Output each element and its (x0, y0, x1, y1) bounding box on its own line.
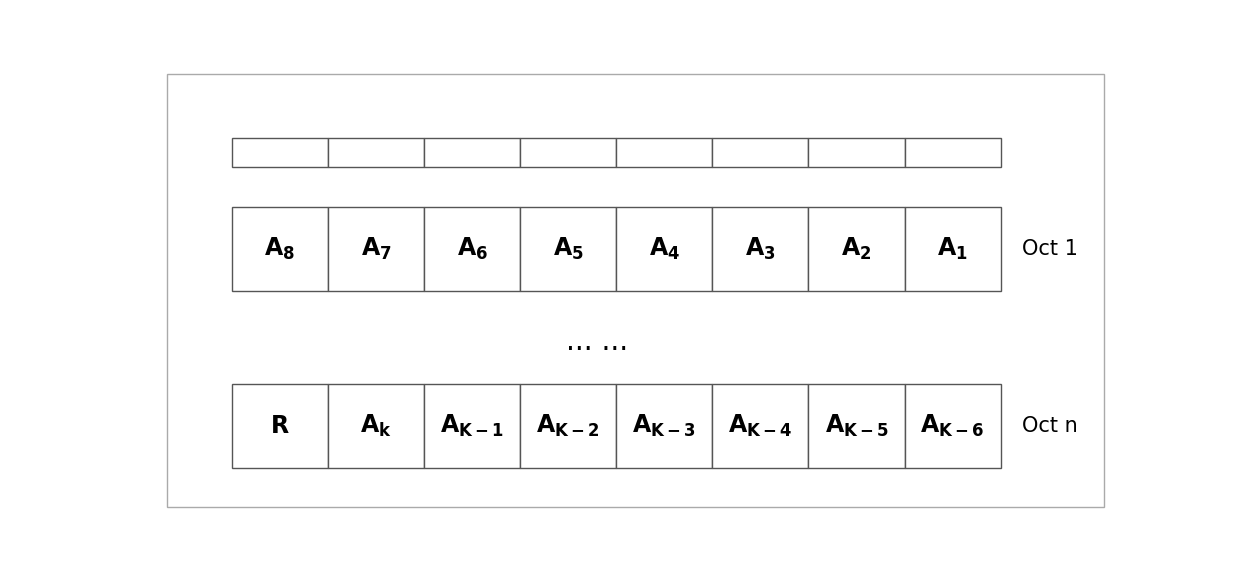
Bar (521, 138, 616, 166)
Text: $\mathbf{R}$: $\mathbf{R}$ (270, 414, 290, 438)
Bar (232, 384, 327, 468)
Bar (616, 138, 712, 166)
Bar (616, 207, 712, 291)
Text: $\mathbf{A_k}$: $\mathbf{A_k}$ (360, 413, 392, 439)
Text: $\mathbf{A_{1}}$: $\mathbf{A_{1}}$ (937, 236, 968, 262)
Text: $\mathbf{A_{{K-4}}}$: $\mathbf{A_{{K-4}}}$ (728, 413, 792, 439)
Text: $\mathbf{A_{{K-3}}}$: $\mathbf{A_{{K-3}}}$ (632, 413, 696, 439)
Bar (424, 207, 521, 291)
Text: $\mathbf{A_{2}}$: $\mathbf{A_{2}}$ (841, 236, 872, 262)
Text: $\mathbf{A_{3}}$: $\mathbf{A_{3}}$ (745, 236, 776, 262)
Text: $\mathbf{A_{6}}$: $\mathbf{A_{6}}$ (456, 236, 487, 262)
Bar (712, 207, 808, 291)
Text: Oct 1: Oct 1 (1022, 238, 1078, 259)
Bar (327, 207, 424, 291)
Bar (808, 207, 905, 291)
Bar (616, 384, 712, 468)
Bar (808, 384, 905, 468)
Bar (424, 138, 521, 166)
Text: $\mathbf{A_{{K-2}}}$: $\mathbf{A_{{K-2}}}$ (537, 413, 600, 439)
Bar (712, 138, 808, 166)
Text: $\mathbf{A_{4}}$: $\mathbf{A_{4}}$ (649, 236, 680, 262)
Bar (712, 384, 808, 468)
Bar (905, 138, 1001, 166)
Bar (232, 138, 327, 166)
Text: Oct n: Oct n (1022, 416, 1078, 436)
Text: $\mathbf{A_{8}}$: $\mathbf{A_{8}}$ (264, 236, 295, 262)
Bar (521, 384, 616, 468)
Bar (327, 138, 424, 166)
Text: $\mathbf{A_{{K-6}}}$: $\mathbf{A_{{K-6}}}$ (920, 413, 985, 439)
Bar (521, 207, 616, 291)
Text: $\mathbf{A_{{K-1}}}$: $\mathbf{A_{{K-1}}}$ (440, 413, 505, 439)
Bar (424, 384, 521, 468)
Text: $\mathbf{A_{{K-5}}}$: $\mathbf{A_{{K-5}}}$ (825, 413, 889, 439)
Text: $\mathbf{A_{5}}$: $\mathbf{A_{5}}$ (553, 236, 584, 262)
Bar (905, 384, 1001, 468)
Bar (327, 384, 424, 468)
Text: $\mathbf{A_{7}}$: $\mathbf{A_{7}}$ (361, 236, 392, 262)
Bar (808, 138, 905, 166)
Bar (232, 207, 327, 291)
Text: ... ...: ... ... (565, 328, 629, 356)
Bar (905, 207, 1001, 291)
